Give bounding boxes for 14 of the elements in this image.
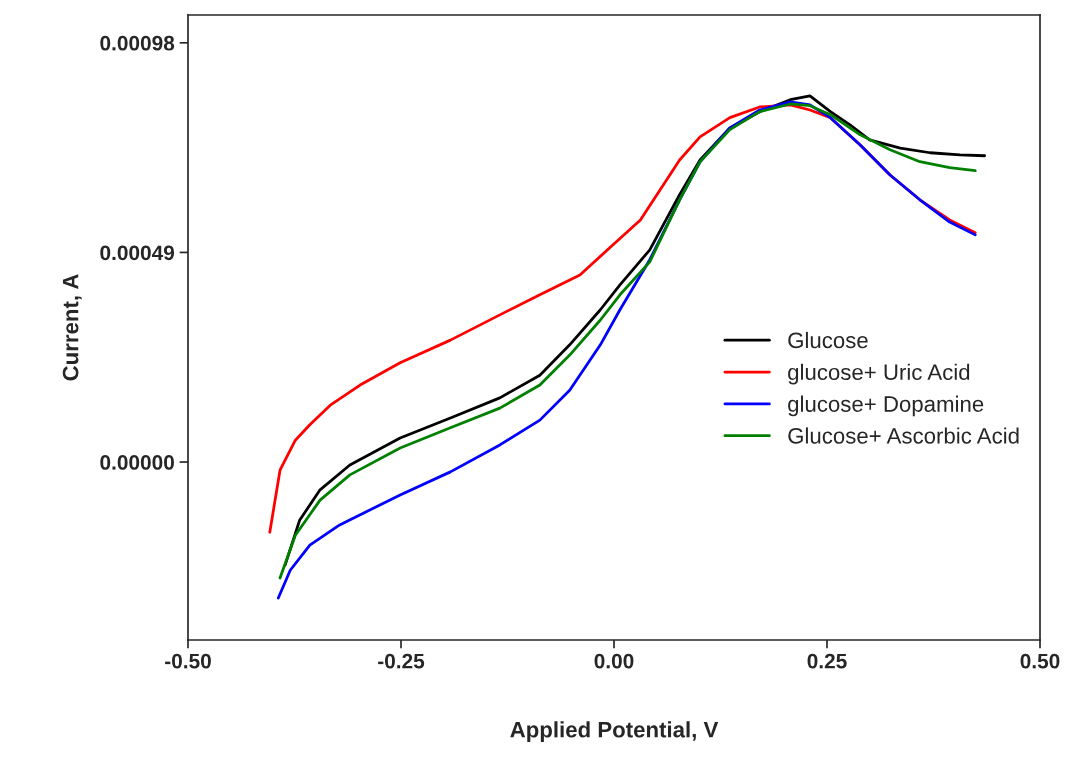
x-tick-label: -0.25	[378, 653, 425, 669]
legend-label: glucose+ Uric Acid	[788, 363, 970, 385]
x-tick-label: 0.00	[594, 653, 634, 669]
x-tick-label: -0.50	[165, 653, 211, 669]
x-tick-label: 0.50	[1020, 653, 1060, 669]
x-axis-title: Applied Potential, V	[510, 721, 719, 742]
y-axis-title: Current, A	[62, 274, 82, 381]
y-tick-label: 0.00049	[100, 245, 175, 261]
y-tick-label: 0.00098	[100, 35, 175, 51]
legend-label: Glucose+ Ascorbic Acid	[788, 427, 1019, 444]
y-tick-label: 0.00000	[100, 455, 174, 470]
x-tick-label: 0.25	[807, 653, 847, 669]
legend-label: glucose+ Dopamine	[788, 395, 984, 417]
legend-label: Glucose	[788, 331, 868, 349]
